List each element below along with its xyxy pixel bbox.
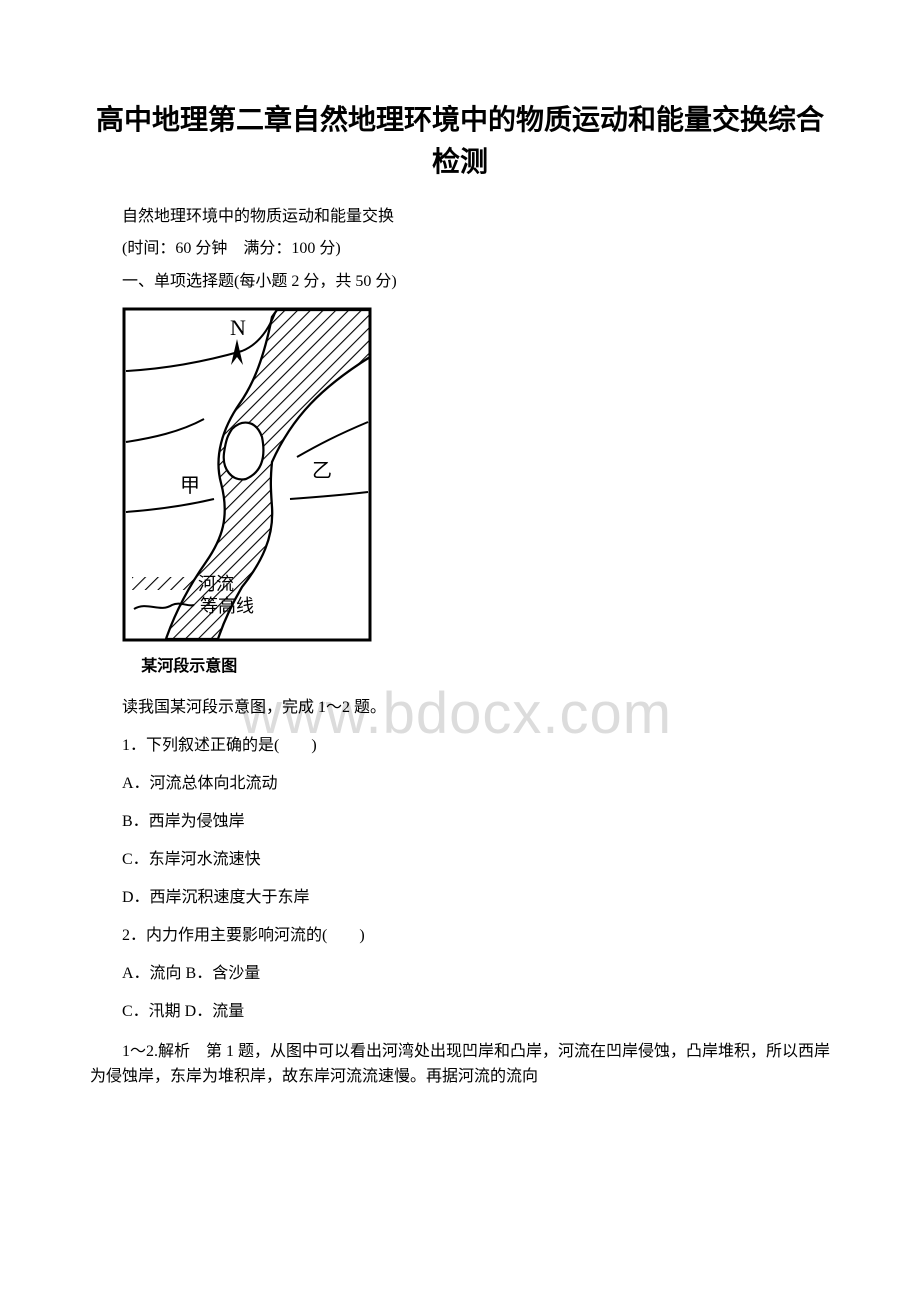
explanation-1-2: 1～2.解析 第 1 题，从图中可以看出河湾处出现凹岸和凸岸，河流在凹岸侵蚀，凸…: [90, 1040, 830, 1090]
north-label: N: [230, 315, 246, 340]
question-intro-12: 读我国某河段示意图，完成 1～2 题。: [90, 690, 830, 726]
river-figure: N 甲 乙 河流 等高线: [122, 307, 830, 642]
page-title: 高中地理第二章自然地理环境中的物质运动和能量交换综合检测: [90, 100, 830, 184]
question-2-option-ab: A．流向 B．含沙量: [90, 956, 830, 992]
section-one-head: 一、单项选择题(每小题 2 分，共 50 分): [90, 267, 830, 297]
time-score-line: (时间：60 分钟 满分：100 分): [90, 234, 830, 264]
river-diagram-svg: N 甲 乙 河流 等高线: [122, 307, 372, 642]
question-1-option-d: D．西岸沉积速度大于东岸: [90, 880, 830, 916]
figure-caption: 某河段示意图: [141, 652, 830, 676]
question-1-option-a: A．河流总体向北流动: [90, 766, 830, 802]
question-1-option-b: B．西岸为侵蚀岸: [90, 804, 830, 840]
label-yi: 乙: [312, 460, 332, 482]
legend-river-label: 河流: [198, 574, 234, 594]
page-content: 高中地理第二章自然地理环境中的物质运动和能量交换综合检测 自然地理环境中的物质运…: [90, 100, 830, 1090]
question-1-option-c: C．东岸河水流速快: [90, 842, 830, 878]
legend-contour-label: 等高线: [200, 596, 254, 616]
subtitle-text: 自然地理环境中的物质运动和能量交换: [90, 202, 830, 232]
question-2-option-cd: C．汛期 D．流量: [90, 994, 830, 1030]
question-1-stem: 1．下列叙述正确的是( ): [90, 728, 830, 764]
question-2-stem: 2．内力作用主要影响河流的( ): [90, 918, 830, 954]
label-jia: 甲: [180, 475, 200, 497]
